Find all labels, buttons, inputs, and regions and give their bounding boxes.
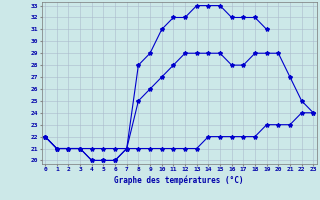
X-axis label: Graphe des températures (°C): Graphe des températures (°C) bbox=[115, 175, 244, 185]
